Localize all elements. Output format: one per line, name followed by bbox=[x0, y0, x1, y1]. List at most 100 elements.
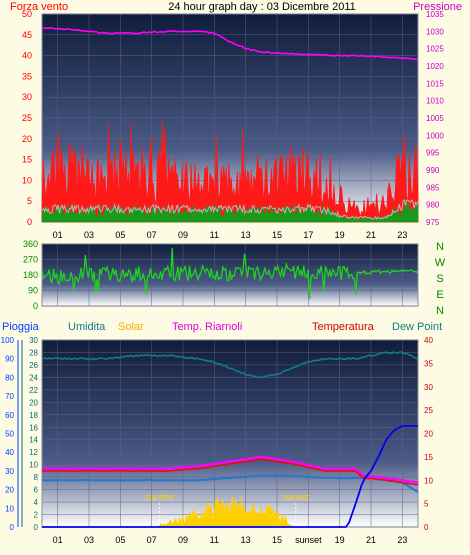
temperature-axis-tick: 40 bbox=[424, 336, 433, 345]
temperature-panel: 0246810121416182022242628300102030405060… bbox=[1, 336, 434, 545]
humidity-axis-tick: 12 bbox=[29, 448, 38, 457]
rain-axis-tick: 60 bbox=[5, 411, 14, 420]
temperature-axis-tick: 20 bbox=[424, 430, 433, 439]
left-axis-tick: 20 bbox=[22, 134, 32, 144]
right-axis-tick: 990 bbox=[426, 166, 440, 175]
temperature-axis-tick: 35 bbox=[424, 359, 433, 368]
x-tick-label: 05 bbox=[115, 535, 125, 545]
x-tick-label: 13 bbox=[241, 535, 251, 545]
x-tick-label: 11 bbox=[210, 230, 219, 240]
x-tick-label: 21 bbox=[366, 535, 376, 545]
x-tick-label: 23 bbox=[397, 230, 407, 240]
series-wind-direction bbox=[41, 247, 419, 300]
x-tick-label: 01 bbox=[53, 535, 63, 545]
direction-axis-tick: 180 bbox=[23, 270, 38, 280]
direction-axis-tick: 0 bbox=[33, 301, 38, 311]
right-axis-tick: 995 bbox=[426, 149, 440, 158]
humidity-axis-tick: 8 bbox=[34, 473, 39, 482]
right-axis-tick: 1010 bbox=[426, 97, 444, 106]
humidity-axis-tick: 14 bbox=[29, 436, 38, 445]
right-axis-tick: 1030 bbox=[426, 27, 444, 36]
right-axis-tick: 980 bbox=[426, 201, 440, 210]
legend-humidity: Umidita bbox=[68, 321, 106, 333]
humidity-axis-tick: 24 bbox=[29, 373, 38, 382]
sunset-label: sunset bbox=[283, 492, 310, 502]
series-wind-average bbox=[41, 198, 419, 220]
rain-axis-tick: 50 bbox=[5, 430, 14, 439]
x-tick-label: 03 bbox=[84, 535, 94, 545]
right-axis-tick: 985 bbox=[426, 183, 440, 192]
legend-solar: Solar bbox=[118, 321, 144, 333]
rain-axis-tick: 90 bbox=[5, 355, 14, 364]
left-axis-tick: 5 bbox=[27, 196, 32, 206]
humidity-axis-tick: 20 bbox=[29, 398, 38, 407]
plot-area bbox=[41, 339, 419, 528]
x-tick-label: 05 bbox=[115, 230, 125, 240]
right-axis-tick: 1020 bbox=[426, 62, 444, 71]
temperature-axis-tick: 5 bbox=[424, 500, 429, 509]
header-right-label: Pressione bbox=[413, 1, 462, 13]
right-axis-tick: 1025 bbox=[426, 45, 444, 54]
rain-axis-tick: 10 bbox=[5, 504, 14, 513]
series-pressure bbox=[41, 27, 419, 61]
humidity-axis-tick: 6 bbox=[34, 486, 39, 495]
right-axis-tick: 1000 bbox=[426, 131, 444, 140]
rain-axis-tick: 80 bbox=[5, 373, 14, 382]
right-axis-tick: 1035 bbox=[426, 10, 444, 19]
compass-label: W bbox=[435, 257, 446, 269]
x-tick-label: 23 bbox=[397, 535, 407, 545]
humidity-axis-tick: 22 bbox=[29, 386, 38, 395]
x-tick-label: 03 bbox=[84, 230, 94, 240]
legend-temperature: Temperatura bbox=[312, 321, 375, 333]
rain-axis-tick: 100 bbox=[1, 336, 15, 345]
x-tick-label: 15 bbox=[272, 230, 282, 240]
series-temperature bbox=[41, 458, 419, 486]
x-tick-label: 13 bbox=[241, 230, 251, 240]
x-tick-label: 17 bbox=[303, 230, 313, 240]
left-axis-tick: 0 bbox=[27, 217, 32, 227]
left-axis-tick: 35 bbox=[22, 71, 32, 81]
series-solar bbox=[159, 496, 294, 528]
rain-axis-tick: 70 bbox=[5, 392, 14, 401]
left-axis-tick: 15 bbox=[22, 155, 32, 165]
wind-pressure-panel: 0510152025303540455097598098599099510001… bbox=[22, 9, 444, 240]
x-tick-label: 09 bbox=[178, 535, 188, 545]
temperature-axis-tick: 15 bbox=[424, 453, 433, 462]
temperature-axis-tick: 0 bbox=[424, 523, 429, 532]
series-rain bbox=[42, 425, 418, 528]
x-tick-label: 15 bbox=[272, 535, 282, 545]
temperature-axis-tick: 25 bbox=[424, 406, 433, 415]
compass-label: N bbox=[436, 305, 444, 317]
left-axis-tick: 25 bbox=[22, 113, 32, 123]
humidity-axis-tick: 26 bbox=[29, 361, 38, 370]
chart-title: 24 hour graph day : 03 Dicembre 2011 bbox=[168, 1, 356, 13]
left-axis-tick: 50 bbox=[22, 9, 32, 19]
left-axis-tick: 30 bbox=[22, 92, 32, 102]
rain-axis-tick: 0 bbox=[10, 523, 15, 532]
humidity-axis-tick: 10 bbox=[29, 461, 38, 470]
left-axis-tick: 40 bbox=[22, 51, 32, 61]
left-axis-tick: 10 bbox=[22, 175, 32, 185]
direction-axis-tick: 270 bbox=[23, 255, 38, 265]
x-tick-label: 19 bbox=[335, 535, 345, 545]
humidity-axis-tick: 0 bbox=[34, 523, 39, 532]
humidity-axis-tick: 2 bbox=[34, 511, 39, 520]
series-dew-point bbox=[41, 474, 419, 493]
humidity-axis-tick: 28 bbox=[29, 348, 38, 357]
x-tick-label: 07 bbox=[147, 535, 157, 545]
x-tick-label: 19 bbox=[335, 230, 345, 240]
temperature-axis-tick: 10 bbox=[424, 476, 433, 485]
humidity-axis-tick: 16 bbox=[29, 423, 38, 432]
right-axis-tick: 1005 bbox=[426, 114, 444, 123]
series-wind-gust bbox=[41, 121, 419, 223]
header-left-label: Forza vento bbox=[10, 1, 68, 13]
rain-axis-tick: 30 bbox=[5, 467, 14, 476]
humidity-axis-tick: 18 bbox=[29, 411, 38, 420]
right-axis-tick: 1015 bbox=[426, 79, 444, 88]
x-tick-label: sunset bbox=[295, 535, 322, 545]
legend-rain: Pioggia bbox=[2, 321, 40, 333]
x-tick-label: 09 bbox=[178, 230, 188, 240]
direction-axis-tick: 360 bbox=[23, 239, 38, 249]
